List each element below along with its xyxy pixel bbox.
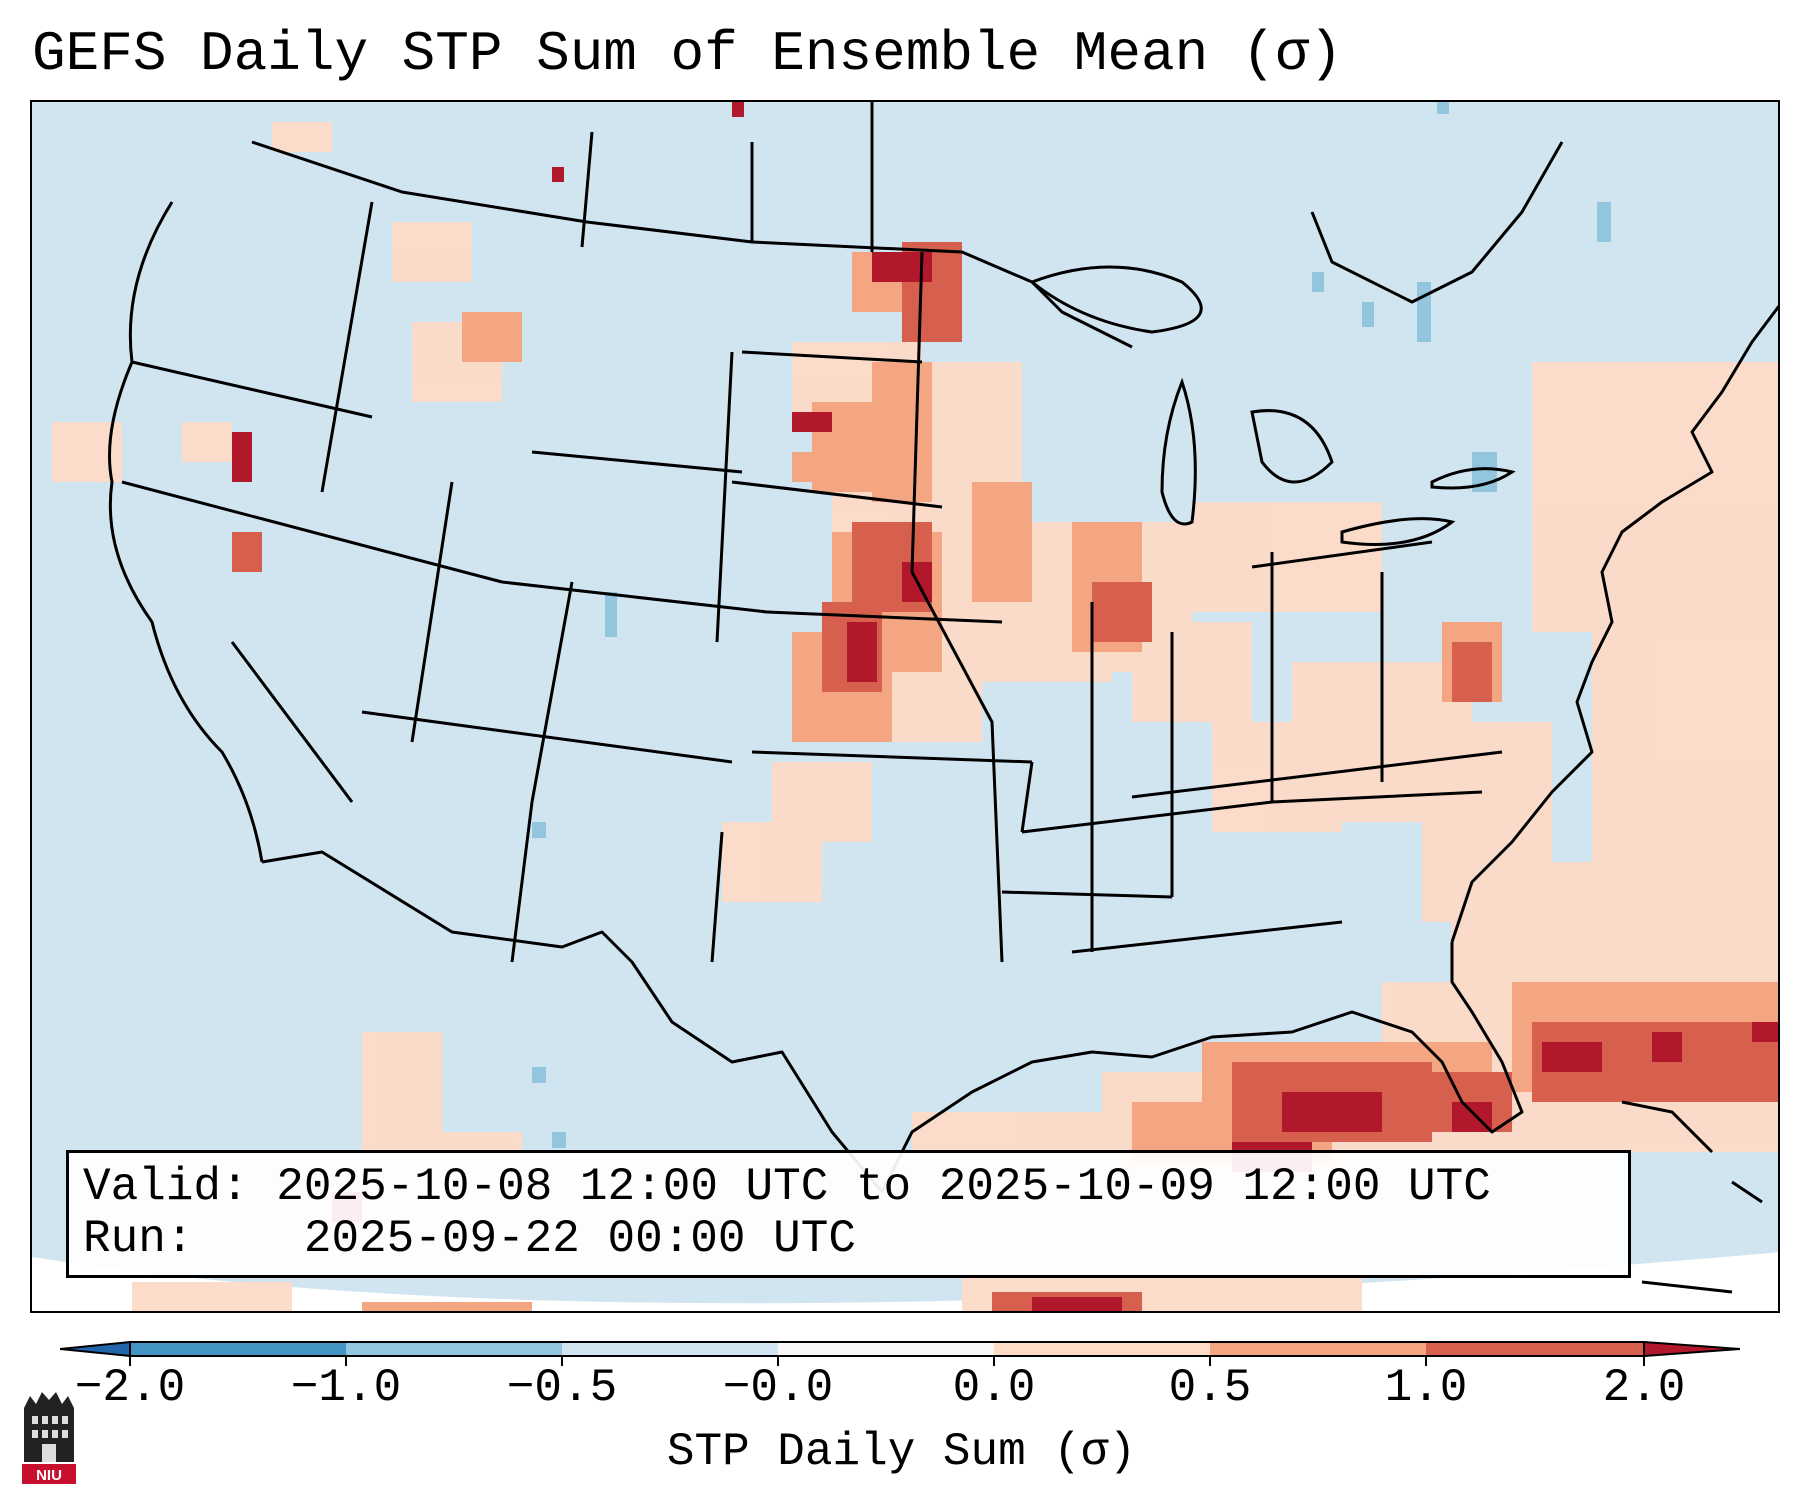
run-label: Run: [83, 1213, 194, 1265]
map-panel[interactable] [30, 100, 1780, 1313]
logo-text: NIU [36, 1467, 62, 1484]
political-boundaries [108, 102, 1778, 1193]
valid-value: 2025-10-08 12:00 UTC to 2025-10-09 12:00… [276, 1161, 1491, 1213]
niu-logo: NIU [22, 1392, 76, 1484]
colorbar [60, 1340, 1740, 1366]
colorbar-seg-5 [994, 1342, 1210, 1356]
colorbar-tick-0: −2.0 [74, 1362, 186, 1414]
colorbar-seg-7 [1426, 1342, 1644, 1356]
colorbar-tick-5: 0.5 [1168, 1362, 1252, 1414]
caribbean-islands [1621, 1100, 1763, 1294]
colorbar-tick-1: −1.0 [290, 1362, 402, 1414]
map-canvas [32, 102, 1778, 1311]
colorbar-tick-3: −0.0 [722, 1362, 834, 1414]
colorbar-tick-7: 2.0 [1602, 1362, 1686, 1414]
colorbar-seg-2 [346, 1342, 562, 1356]
valid-label: Valid: [83, 1161, 249, 1213]
run-value: 2025-09-22 00:00 UTC [303, 1213, 856, 1265]
colorbar-extend-left [60, 1340, 131, 1358]
colorbar-seg-4 [778, 1342, 994, 1356]
colorbar-tick-4: 0.0 [952, 1362, 1036, 1414]
colorbar-tick-6: 1.0 [1384, 1362, 1468, 1414]
great-lakes [1029, 265, 1516, 546]
valid-run-infobox: Valid: 2025-10-08 12:00 UTC to 2025-10-0… [66, 1150, 1631, 1278]
map-title: GEFS Daily STP Sum of Ensemble Mean (σ) [32, 22, 1343, 86]
colorbar-seg-1 [130, 1342, 346, 1356]
anomaly-field-negative [532, 102, 1611, 1148]
colorbar-seg-3 [562, 1342, 778, 1356]
colorbar-extend-right [1643, 1340, 1740, 1358]
colorbar-seg-6 [1210, 1342, 1426, 1356]
colorbar-label: STP Daily Sum (σ) [666, 1426, 1137, 1478]
colorbar-tick-2: −0.5 [506, 1362, 618, 1414]
